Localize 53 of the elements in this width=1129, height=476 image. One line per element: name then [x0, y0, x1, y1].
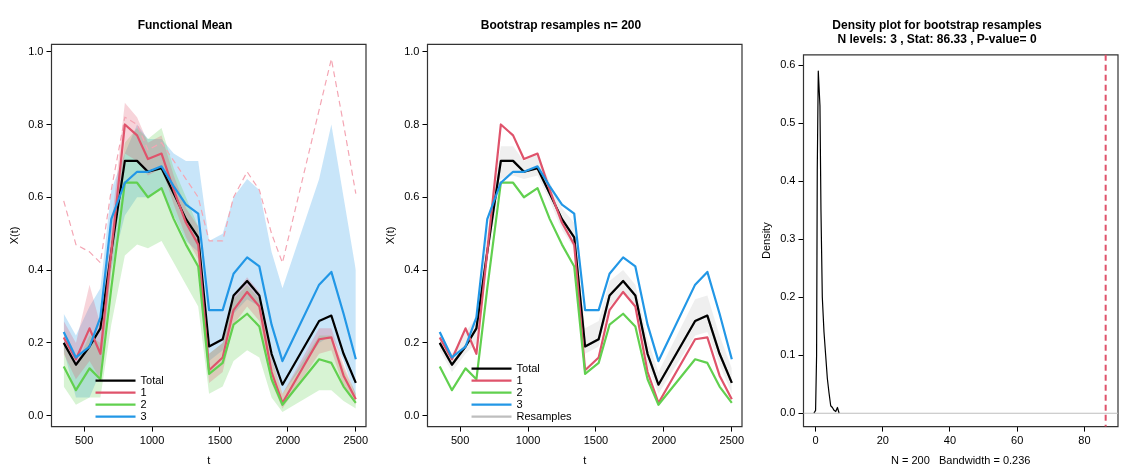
y-tick-label: 1.0 [28, 44, 44, 57]
legend-label: 2 [140, 397, 147, 410]
y-tick-label: 0.6 [780, 58, 796, 71]
y-tick-label: 0.6 [404, 190, 420, 203]
chart-title: Bootstrap resamples n= 200 [480, 17, 642, 32]
y-axis-title: X(t) [383, 226, 396, 245]
y-tick-label: 0.0 [404, 408, 420, 421]
y-tick-label: 0.2 [404, 335, 420, 348]
x-axis-title: N = 200 Bandwidth = 0.236 [891, 454, 1031, 467]
x-tick-label: 1500 [583, 434, 609, 447]
x-tick-label: 2000 [651, 434, 677, 447]
y-tick-label: 0.4 [780, 174, 796, 187]
x-tick-label: 60 [1011, 434, 1024, 447]
y-tick-label: 0.4 [28, 263, 44, 276]
chart-title: Functional Mean [137, 17, 233, 32]
x-tick-label: 2000 [275, 434, 301, 447]
y-tick-label: 0.2 [780, 290, 796, 303]
y-tick-label: 0.3 [780, 232, 796, 245]
x-tick-label: 500 [74, 434, 94, 447]
chart-title: Density plot for bootstrap resamples [832, 17, 1043, 32]
legend-label: 1 [140, 385, 147, 398]
y-tick-label: 0.0 [780, 406, 796, 419]
x-tick-label: 500 [450, 434, 470, 447]
y-tick-label: 0.4 [404, 263, 420, 276]
y-tick-label: 0.1 [780, 348, 796, 361]
legend-label: 2 [516, 385, 523, 398]
y-tick-label: 0.8 [404, 117, 420, 130]
y-tick-label: 0.6 [28, 190, 44, 203]
x-tick-label: 1000 [515, 434, 541, 447]
x-tick-label: 2500 [343, 434, 369, 447]
y-tick-label: 0.0 [28, 408, 44, 421]
x-axis-title: t [207, 454, 211, 467]
legend-label: 3 [140, 409, 147, 422]
y-tick-label: 0.2 [28, 335, 44, 348]
x-tick-label: 0 [812, 434, 819, 447]
x-tick-label: 1500 [207, 434, 233, 447]
x-tick-label: 2500 [719, 434, 745, 447]
y-tick-label: 0.5 [780, 116, 796, 129]
y-axis-title: X(t) [7, 226, 20, 245]
legend-label: 1 [516, 373, 523, 386]
legend-label: Total [516, 361, 540, 374]
x-tick-label: 20 [876, 434, 889, 447]
x-tick-label: 40 [943, 434, 957, 447]
y-axis-title: Density [759, 221, 772, 260]
x-axis-title: t [583, 454, 587, 467]
x-tick-label: 80 [1078, 434, 1091, 447]
y-tick-label: 1.0 [404, 44, 420, 57]
legend-label: 3 [516, 397, 523, 410]
y-tick-label: 0.8 [28, 117, 44, 130]
legend-label: Resamples [516, 409, 573, 422]
legend-label: Total [140, 373, 164, 386]
x-tick-label: 1000 [139, 434, 165, 447]
chart-subtitle: N levels: 3 , Stat: 86.33 , P-value= 0 [837, 31, 1037, 46]
